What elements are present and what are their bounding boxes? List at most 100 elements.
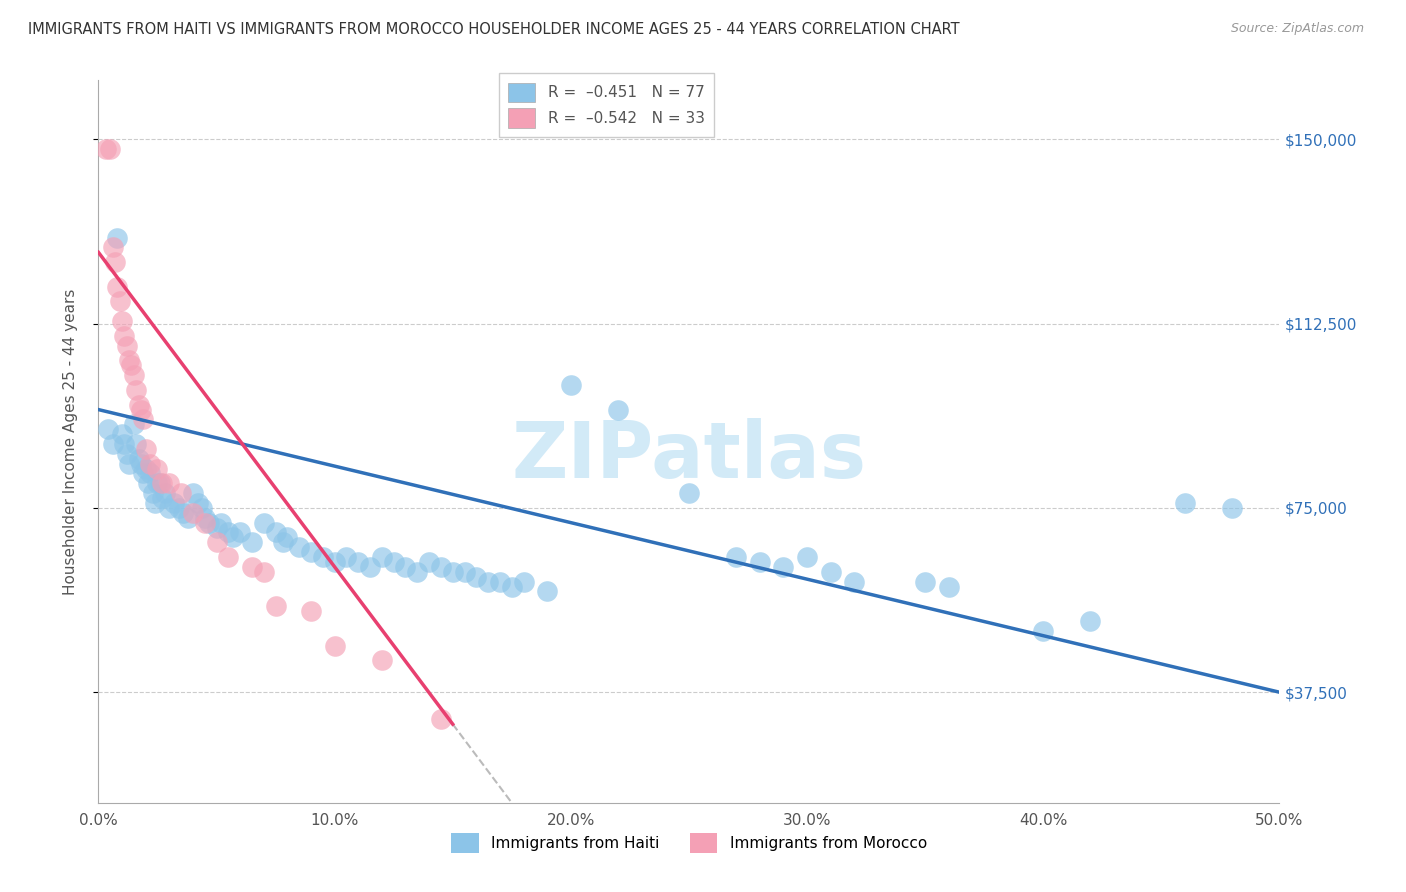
- Point: [323, 555, 346, 569]
- Point: [122, 368, 145, 383]
- Point: [150, 476, 173, 491]
- Point: [501, 580, 523, 594]
- Point: [359, 560, 381, 574]
- Point: [194, 510, 217, 524]
- Point: [382, 555, 405, 569]
- Point: [253, 516, 276, 530]
- Point: [142, 486, 165, 500]
- Point: [136, 476, 159, 491]
- Point: [217, 549, 239, 564]
- Point: [772, 560, 794, 574]
- Point: [118, 353, 141, 368]
- Point: [1220, 500, 1243, 515]
- Point: [430, 712, 453, 726]
- Text: IMMIGRANTS FROM HAITI VS IMMIGRANTS FROM MOROCCO HOUSEHOLDER INCOME AGES 25 - 44: IMMIGRANTS FROM HAITI VS IMMIGRANTS FROM…: [28, 22, 960, 37]
- Point: [135, 442, 157, 456]
- Point: [146, 461, 169, 475]
- Point: [157, 476, 180, 491]
- Point: [115, 339, 138, 353]
- Point: [125, 383, 148, 397]
- Point: [512, 574, 534, 589]
- Point: [153, 486, 176, 500]
- Point: [132, 467, 155, 481]
- Point: [477, 574, 499, 589]
- Point: [441, 565, 464, 579]
- Point: [129, 402, 152, 417]
- Point: [170, 486, 193, 500]
- Point: [240, 535, 263, 549]
- Point: [253, 565, 276, 579]
- Point: [371, 653, 394, 667]
- Point: [150, 491, 173, 505]
- Point: [198, 516, 221, 530]
- Point: [139, 467, 162, 481]
- Point: [678, 486, 700, 500]
- Point: [1080, 614, 1102, 628]
- Point: [157, 500, 180, 515]
- Point: [139, 457, 162, 471]
- Point: [181, 506, 204, 520]
- Point: [104, 255, 127, 269]
- Point: [121, 359, 143, 373]
- Point: [312, 549, 335, 564]
- Point: [536, 584, 558, 599]
- Point: [112, 329, 135, 343]
- Point: [465, 570, 488, 584]
- Point: [844, 574, 866, 589]
- Point: [489, 574, 512, 589]
- Point: [125, 437, 148, 451]
- Point: [122, 417, 145, 432]
- Point: [748, 555, 770, 569]
- Point: [430, 560, 453, 574]
- Point: [394, 560, 416, 574]
- Point: [607, 402, 630, 417]
- Point: [149, 476, 172, 491]
- Point: [205, 520, 228, 534]
- Point: [271, 535, 294, 549]
- Point: [276, 530, 298, 544]
- Point: [194, 516, 217, 530]
- Point: [163, 496, 186, 510]
- Point: [288, 540, 311, 554]
- Point: [222, 530, 245, 544]
- Point: [129, 457, 152, 471]
- Point: [167, 500, 190, 515]
- Point: [820, 565, 842, 579]
- Point: [112, 437, 135, 451]
- Point: [217, 525, 239, 540]
- Point: [229, 525, 252, 540]
- Point: [111, 427, 134, 442]
- Point: [725, 549, 748, 564]
- Point: [560, 378, 582, 392]
- Point: [418, 555, 440, 569]
- Point: [209, 516, 232, 530]
- Point: [105, 279, 128, 293]
- Legend: Immigrants from Haiti, Immigrants from Morocco: Immigrants from Haiti, Immigrants from M…: [443, 825, 935, 860]
- Text: ZIPatlas: ZIPatlas: [512, 418, 866, 494]
- Point: [191, 500, 214, 515]
- Point: [1174, 496, 1197, 510]
- Point: [299, 545, 322, 559]
- Point: [205, 535, 228, 549]
- Point: [132, 412, 155, 426]
- Point: [796, 549, 818, 564]
- Point: [97, 422, 120, 436]
- Point: [371, 549, 394, 564]
- Point: [115, 447, 138, 461]
- Point: [108, 294, 131, 309]
- Point: [335, 549, 357, 564]
- Point: [181, 486, 204, 500]
- Point: [128, 398, 150, 412]
- Point: [105, 230, 128, 244]
- Point: [135, 461, 157, 475]
- Point: [323, 639, 346, 653]
- Text: Source: ZipAtlas.com: Source: ZipAtlas.com: [1230, 22, 1364, 36]
- Point: [1032, 624, 1054, 638]
- Point: [187, 496, 209, 510]
- Point: [118, 457, 141, 471]
- Point: [264, 525, 287, 540]
- Point: [101, 240, 124, 254]
- Point: [406, 565, 429, 579]
- Point: [101, 437, 124, 451]
- Point: [347, 555, 370, 569]
